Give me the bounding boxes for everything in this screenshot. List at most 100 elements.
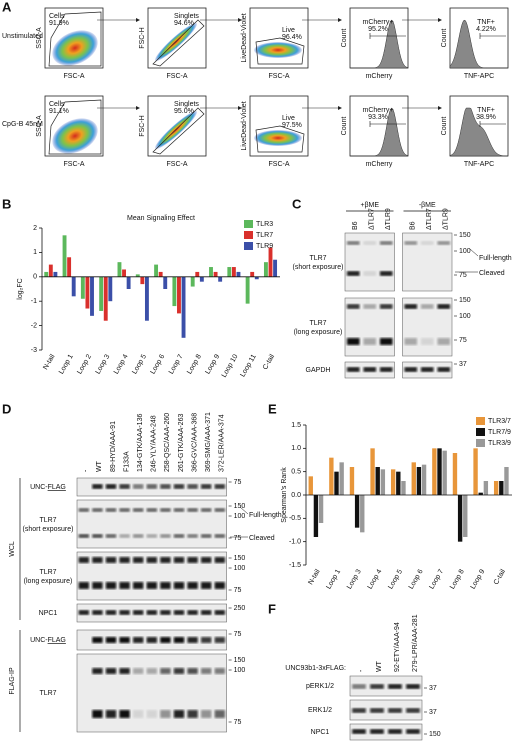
legend-label: TLR3/7: [488, 418, 511, 425]
x-axis-label: FSC-A: [167, 73, 188, 80]
band: [352, 729, 366, 734]
x-tick-label: Loop 1: [58, 353, 75, 375]
band: [78, 508, 89, 512]
band: [160, 557, 171, 563]
y-axis-label: Count: [441, 29, 448, 48]
mw-marker: 75: [234, 587, 242, 594]
group-label: -βME: [419, 202, 436, 209]
lane-label: ΔTLR7: [426, 208, 433, 230]
gate-name: Cells: [49, 13, 65, 20]
mw-marker: 75: [234, 631, 242, 638]
y-axis-label: LiveDead-Violet: [241, 101, 248, 150]
band: [214, 582, 225, 589]
gate: [48, 11, 102, 67]
band: [173, 484, 185, 489]
legend-label: TLR7: [256, 232, 273, 239]
lane-label: B6: [352, 221, 359, 230]
bar: [483, 481, 489, 495]
band: [201, 637, 212, 643]
bar: [339, 462, 344, 495]
lane-label: 258-QSC/AAA-260: [164, 413, 171, 472]
y-tick-label: -0.5: [289, 515, 301, 522]
band: [119, 668, 130, 674]
bar: [245, 276, 250, 304]
blot: [349, 675, 423, 697]
band: [363, 241, 377, 245]
band: [363, 367, 377, 372]
arrow-head: [238, 106, 242, 110]
band: [133, 710, 144, 718]
legend-swatch: [476, 417, 485, 425]
blot-label-text: UNC-: [30, 484, 48, 491]
bar: [90, 276, 94, 316]
band: [352, 708, 366, 713]
density: [254, 130, 302, 146]
bar: [190, 276, 195, 287]
band: [160, 508, 171, 512]
lane-label: ΔTLR7: [369, 208, 376, 230]
blot-label: pERK1/2: [306, 683, 334, 690]
bar: [478, 492, 483, 495]
band: [133, 582, 144, 589]
y-tick-label: -1.5: [289, 562, 301, 569]
band: [214, 710, 225, 718]
bar: [375, 467, 380, 495]
mw-marker: 37: [429, 685, 437, 692]
lane-label: 366-GVC/AAA-368: [191, 413, 198, 472]
band: [346, 367, 360, 372]
blot-label-text: TLR7: [39, 690, 56, 697]
y-axis-label: FSC-H: [139, 115, 146, 136]
y-axis-label: SSC-A: [36, 27, 43, 49]
band: [187, 484, 198, 489]
band: [119, 484, 130, 489]
bar: [158, 271, 163, 277]
band: [92, 610, 103, 615]
bar: [250, 271, 255, 277]
legend-label: TLR7/9: [488, 429, 511, 436]
x-axis-label: FSC-A: [269, 73, 290, 80]
band: [437, 304, 451, 309]
blot-label: TLR7: [39, 690, 56, 697]
lane-label: 92-ETY/AAA-94: [394, 622, 401, 672]
band: [173, 610, 185, 615]
blot-label-text: TLR7: [39, 569, 56, 576]
gate-value: 94.6%: [174, 20, 194, 27]
bar: [442, 450, 447, 495]
mw-marker: 150: [459, 297, 471, 304]
mw-marker: 100: [459, 248, 471, 255]
band: [92, 508, 103, 512]
annotation: Cleaved: [249, 535, 275, 542]
bar: [499, 481, 504, 495]
band: [105, 484, 117, 489]
lane-label: B6: [410, 221, 417, 230]
band: [92, 668, 103, 674]
gate-name: Live: [282, 115, 295, 122]
gate-name: Singlets: [174, 13, 199, 20]
bar: [452, 453, 458, 495]
band: [363, 338, 377, 345]
x-axis-label: TNF-APC: [464, 161, 494, 168]
band: [201, 710, 212, 718]
x-tick-label: Loop 5: [387, 568, 404, 590]
band: [363, 304, 377, 309]
band: [406, 708, 420, 713]
bar: [195, 271, 200, 277]
blot-label: NPC1: [311, 729, 330, 736]
x-tick-label: Loop 9: [470, 568, 487, 590]
arrow-head: [338, 18, 342, 22]
arrow-head: [238, 18, 242, 22]
band: [201, 582, 212, 589]
gate-value: 38.9%: [476, 114, 496, 121]
band: [105, 710, 117, 718]
gate-value: 4.22%: [476, 26, 496, 33]
band: [119, 710, 130, 718]
band: [133, 637, 144, 643]
bar: [263, 262, 268, 277]
plot-frame: [349, 7, 409, 69]
band: [420, 338, 434, 345]
band: [346, 304, 360, 309]
gate-value: 97.5%: [282, 122, 302, 129]
bar: [140, 276, 145, 285]
x-tick-label: Loop 1: [325, 568, 342, 590]
legend-swatch: [476, 439, 485, 447]
